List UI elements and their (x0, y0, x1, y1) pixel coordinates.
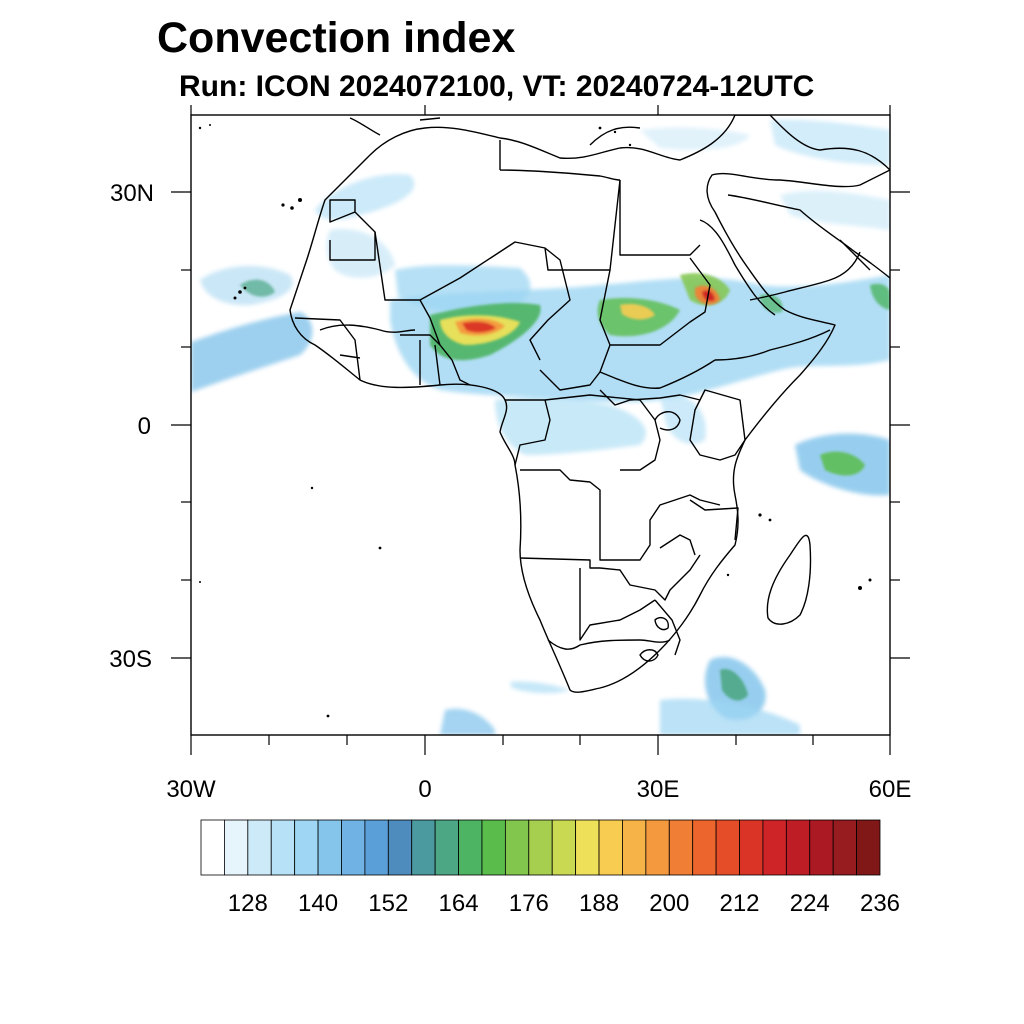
colorbar-swatch (551, 819, 577, 876)
colorbar-swatch (317, 819, 342, 876)
colorbar-swatch (622, 819, 647, 876)
colorbar-label: 128 (228, 890, 268, 917)
colorbar-swatch (481, 819, 506, 876)
colorbar-label: 224 (790, 890, 830, 917)
colorbar-swatch (224, 819, 249, 876)
colorbar-swatch (598, 819, 623, 876)
lon-label-30w: 30W (166, 776, 216, 803)
colorbar-swatch (504, 819, 530, 876)
colorbar-swatch (575, 819, 600, 876)
colorbar-swatch (270, 819, 296, 876)
colorbar-swatch (668, 819, 694, 876)
colorbar-swatch (434, 819, 459, 876)
colorbar-swatch (785, 819, 811, 876)
lon-label-60e: 60E (869, 776, 912, 803)
field-light-blue (191, 119, 890, 735)
colorbar-label: 212 (719, 890, 759, 917)
colorbar-label: 236 (860, 890, 900, 917)
latitude-labels: 30N 0 30S (109, 180, 154, 673)
lat-label-0: 0 (138, 413, 151, 440)
lat-label-30s: 30S (109, 646, 152, 673)
country-borders (289, 115, 890, 693)
convection-field (191, 119, 890, 735)
colorbar-swatch (458, 819, 483, 876)
lon-label-0: 0 (418, 776, 431, 803)
colorbar-swatch (200, 819, 225, 876)
colorbar-swatch (832, 819, 857, 876)
colorbar: 128 140 152 164 176 188 200 212 224 236 (200, 819, 900, 917)
colorbar-swatch (364, 819, 389, 876)
colorbar-swatch (294, 819, 319, 876)
map-ticks (171, 105, 910, 755)
colorbar-swatch (692, 819, 717, 876)
map-subtitle: Run: ICON 2024072100, VT: 20240724-12UTC (179, 70, 815, 103)
lon-label-30e: 30E (637, 776, 680, 803)
colorbar-swatch (762, 819, 787, 876)
colorbar-label: 140 (298, 890, 338, 917)
colorbar-swatch (387, 819, 413, 876)
lat-label-30n: 30N (110, 180, 154, 207)
colorbar-label: 188 (579, 890, 619, 917)
colorbar-label: 200 (649, 890, 689, 917)
colorbar-swatch (739, 819, 764, 876)
colorbar-label: 176 (509, 890, 549, 917)
field-yellow-red (440, 285, 720, 345)
colorbar-swatch (809, 819, 834, 876)
colorbar-swatch (247, 819, 272, 876)
map-title: Convection index (157, 14, 516, 62)
colorbar-swatch (645, 819, 670, 876)
islands (198, 124, 872, 718)
longitude-labels: 30W 0 30E 60E (166, 776, 911, 803)
colorbar-swatch (528, 819, 553, 876)
colorbar-swatch (715, 819, 740, 876)
colorbar-swatch (411, 819, 436, 876)
colorbar-swatch (856, 819, 881, 876)
colorbar-swatch (341, 819, 366, 876)
colorbar-label: 164 (439, 890, 479, 917)
colorbar-label: 152 (368, 890, 408, 917)
